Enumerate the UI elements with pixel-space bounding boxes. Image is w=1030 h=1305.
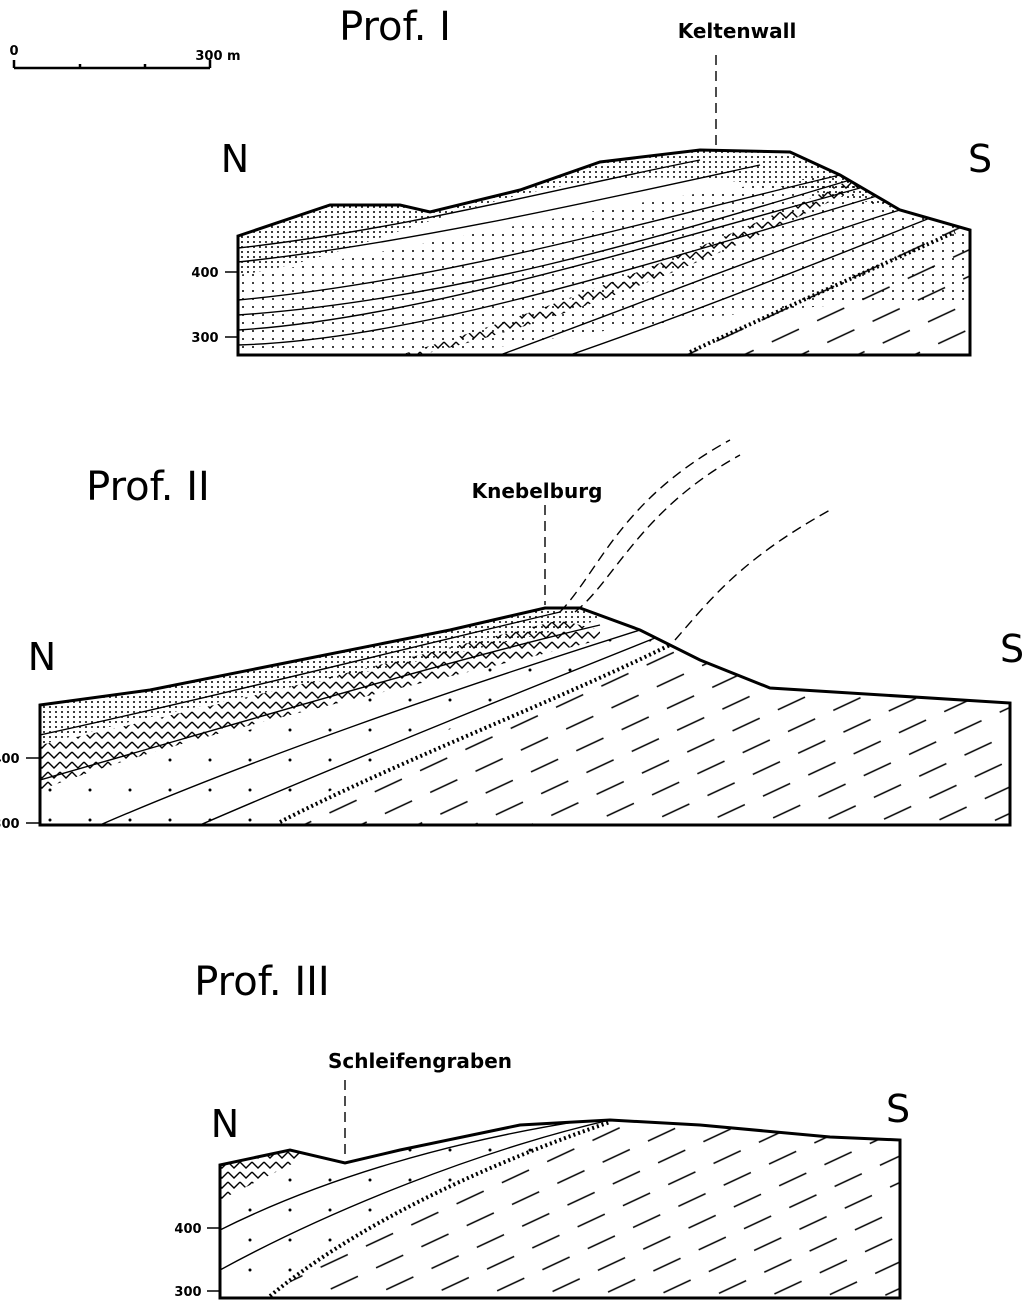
landmark: Schleifengraben xyxy=(328,1049,512,1073)
scale-start: 0 xyxy=(9,44,18,59)
scale-bar: 0 300 m xyxy=(9,44,240,68)
scale-end: 300 m xyxy=(195,49,240,64)
geological-profiles: 0 300 m Prof. I Keltenwall N S 400 300 P… xyxy=(0,0,1030,1305)
elevation-label: 300 xyxy=(174,1285,201,1300)
north-label: N xyxy=(28,635,56,679)
elevation-label: 400 xyxy=(191,266,218,281)
landmark: Knebelburg xyxy=(472,479,603,503)
profile-title: Prof. III xyxy=(194,959,329,1005)
landmark: Keltenwall xyxy=(678,19,797,43)
south-label: S xyxy=(1000,627,1024,671)
profile-title: Prof. II xyxy=(86,464,210,510)
elevation-label: 300 xyxy=(0,817,20,832)
elevation-label: 400 xyxy=(0,752,20,767)
north-label: N xyxy=(211,1102,239,1146)
south-label: S xyxy=(968,137,992,181)
elevation-label: 300 xyxy=(191,331,218,346)
profile-3: Prof. III Schleifengraben N S 400 300 xyxy=(174,959,910,1300)
profile-1: Prof. I Keltenwall N S 400 300 xyxy=(191,4,992,355)
south-label: S xyxy=(886,1087,910,1131)
profile-2: Prof. II Knebelburg N S 400 300 xyxy=(0,440,1024,832)
profile-title: Prof. I xyxy=(339,4,451,50)
north-label: N xyxy=(221,137,249,181)
elevation-label: 400 xyxy=(174,1222,201,1237)
